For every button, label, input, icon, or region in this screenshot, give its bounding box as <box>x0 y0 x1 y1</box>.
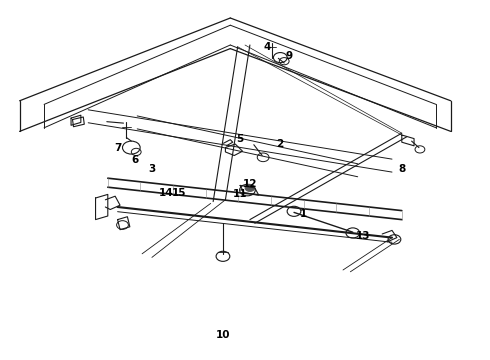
Text: 12: 12 <box>243 179 257 189</box>
Circle shape <box>245 184 255 192</box>
Text: 10: 10 <box>216 330 230 340</box>
Text: 15: 15 <box>172 188 186 198</box>
Text: 4: 4 <box>263 42 271 52</box>
Text: 3: 3 <box>148 164 155 174</box>
Text: 5: 5 <box>237 134 244 144</box>
Text: 2: 2 <box>276 139 283 149</box>
Text: 7: 7 <box>114 143 122 153</box>
Text: 14: 14 <box>159 188 174 198</box>
Text: 1: 1 <box>300 209 307 219</box>
Text: 9: 9 <box>286 51 293 61</box>
Text: 6: 6 <box>131 155 138 165</box>
Text: 13: 13 <box>355 231 370 241</box>
Text: 8: 8 <box>398 164 405 174</box>
Text: 11: 11 <box>233 189 247 199</box>
